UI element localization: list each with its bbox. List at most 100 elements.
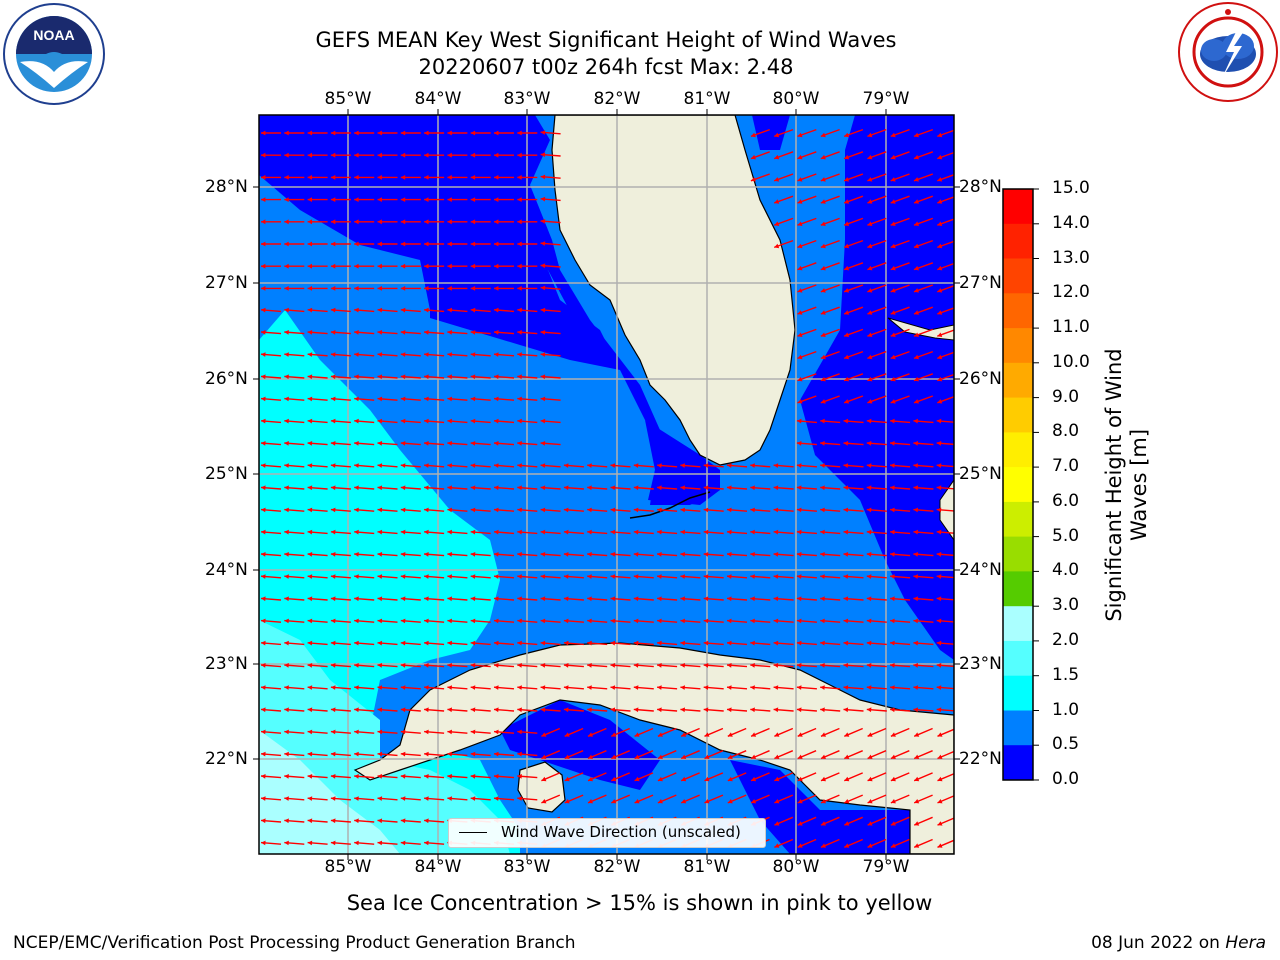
wave-arrow-head xyxy=(330,840,336,846)
wave-field-2.0-3.0 xyxy=(259,730,400,854)
wave-arrow-head xyxy=(680,640,685,646)
wave-arrow-head xyxy=(890,707,895,713)
wave-arrow-head xyxy=(517,352,522,357)
footer-machine: Hera xyxy=(1225,933,1266,953)
wave-arrow-head xyxy=(494,197,499,202)
wave-arrow-head xyxy=(470,396,476,402)
wave-field-0.0-0.5 xyxy=(500,700,660,790)
legend-line-swatch xyxy=(459,832,487,833)
wave-arrow-head xyxy=(727,485,732,491)
wave-arrow-head xyxy=(587,618,592,624)
wave-arrow-head xyxy=(377,618,383,624)
wave-arrow-head xyxy=(867,288,873,293)
wave-arrow-head xyxy=(563,485,569,491)
map-border xyxy=(258,114,955,855)
wave-arrow-head xyxy=(330,152,336,158)
wave-arrow-head xyxy=(936,485,942,491)
wave-arrow-head xyxy=(633,663,639,668)
wave-arrow-head xyxy=(400,352,406,357)
wave-arrow-head xyxy=(913,707,918,713)
wave-arrow-head xyxy=(307,796,313,801)
colorbar-frame xyxy=(1002,188,1034,781)
wave-arrow-head xyxy=(844,843,850,848)
wave-arrow-head xyxy=(470,640,476,646)
wave-arrow-head xyxy=(307,840,313,846)
wave-arrow-head xyxy=(400,729,406,735)
wave-arrow-head xyxy=(284,596,289,602)
wave-arrow-head xyxy=(424,307,429,313)
wave-arrow-head xyxy=(866,685,872,690)
wave-arrow-head xyxy=(447,552,452,557)
wave-arrow-head xyxy=(377,774,383,779)
wave-arrow-head xyxy=(284,152,289,158)
lon-label-top: 82°W xyxy=(593,89,641,109)
wave-arrow-head xyxy=(727,552,732,557)
wave-arrow-head xyxy=(400,175,406,180)
wave-arrow-head xyxy=(610,485,616,491)
wave-arrow-head xyxy=(354,263,359,269)
wave-arrow-head xyxy=(424,263,429,269)
wave-arrow-head xyxy=(424,796,429,801)
wave-arrow-head xyxy=(727,663,732,668)
wave-arrow-head xyxy=(261,130,266,136)
wave-arrow-head xyxy=(447,529,452,535)
lon-label-top: 79°W xyxy=(862,89,910,109)
wave-arrow-head xyxy=(727,799,733,804)
wave-arrow-head xyxy=(377,751,383,757)
wave-arrow-head xyxy=(797,288,803,293)
wave-arrow-head xyxy=(517,307,522,313)
wave-arrow-head xyxy=(540,552,546,557)
wave-arrow-head xyxy=(587,685,592,690)
wave-arrow-head xyxy=(821,799,826,804)
wave-arrow-head xyxy=(284,729,289,735)
wave-arrow-head xyxy=(750,132,756,138)
wave-arrow-head xyxy=(400,441,406,446)
lon-label-top: 81°W xyxy=(683,89,731,109)
sea-ice-note: Sea Ice Concentration > 15% is shown in … xyxy=(346,891,933,915)
wave-arrow-head xyxy=(517,263,522,269)
wave-arrow-head xyxy=(843,418,849,424)
wave-arrow-head xyxy=(540,285,546,291)
wave-arrow-head xyxy=(797,265,803,271)
wave-arrow-head xyxy=(610,463,616,468)
wave-arrow-head xyxy=(424,418,429,424)
wave-arrow-head xyxy=(330,529,336,535)
wave-arrow-head xyxy=(751,754,757,759)
wave-arrow-head xyxy=(680,574,685,579)
wave-arrow-head xyxy=(890,799,896,804)
wave-arrow-head xyxy=(797,310,803,315)
wave-arrow-head xyxy=(750,663,755,668)
colorbar-tick-label: 12.0 xyxy=(1052,282,1090,303)
wave-arrow-head xyxy=(540,330,546,335)
wave-arrow-head xyxy=(354,707,359,713)
wave-arrow-head xyxy=(307,685,313,690)
wave-arrow-head xyxy=(890,618,895,624)
wave-arrow-head xyxy=(563,574,569,579)
colorbar-tick-label: 0.5 xyxy=(1052,734,1080,755)
wave-arrow-head xyxy=(633,463,639,468)
wave-arrow-head xyxy=(563,707,569,713)
wave-arrow-head xyxy=(820,463,825,468)
wave-arrow-head xyxy=(890,843,896,848)
wave-arrow-head xyxy=(424,840,429,846)
wave-arrow-head xyxy=(936,552,942,557)
wave-arrow-head xyxy=(330,663,336,668)
wave-arrow-head xyxy=(400,640,406,646)
wave-arrow-head xyxy=(261,796,266,801)
wave-arrow-head xyxy=(634,754,640,759)
wave-arrow-head xyxy=(773,640,779,646)
wave-arrow-head xyxy=(796,507,802,513)
wave-arrow-head xyxy=(377,286,382,291)
wave-arrow-head xyxy=(797,821,803,826)
wave-arrow-head xyxy=(657,732,663,737)
wave-arrow-head xyxy=(750,529,755,535)
wave-arrow-head xyxy=(284,197,289,202)
wave-arrow-head xyxy=(284,396,289,402)
wave-arrow-head xyxy=(517,175,522,180)
wave-arrow-head xyxy=(517,596,522,602)
wave-arrow-head xyxy=(330,596,336,602)
wave-arrow-head xyxy=(261,441,266,446)
lon-label-bottom: 84°W xyxy=(414,857,462,877)
wave-arrow-head xyxy=(820,376,826,382)
wave-arrow-head xyxy=(494,529,499,535)
